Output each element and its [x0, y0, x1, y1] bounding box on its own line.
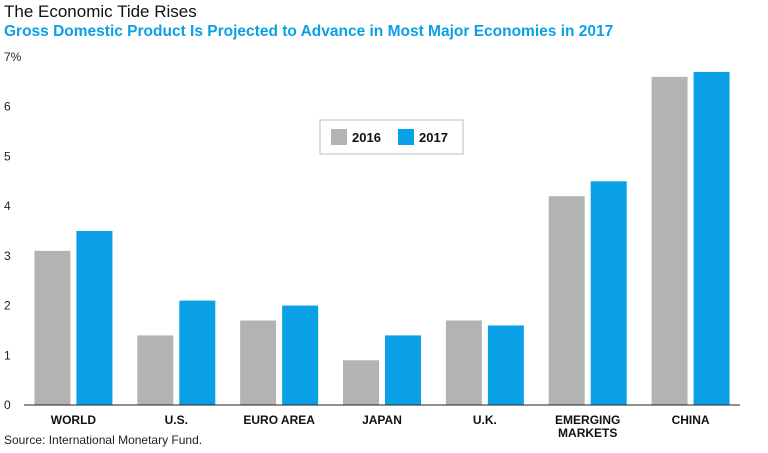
bar-2016-world [34, 250, 71, 405]
y-tick-label: 0 [4, 398, 11, 412]
bar-2017-china [693, 71, 730, 406]
y-axis: 0 1 2 3 4 5 6 7% [4, 50, 22, 412]
y-tick-label: 7% [4, 50, 22, 64]
bar-2016-china [651, 76, 688, 405]
bar-2016-u-s- [137, 335, 174, 405]
legend-swatch-2017 [398, 129, 414, 145]
y-tick-label: 3 [4, 249, 11, 263]
bar-2016-japan [343, 360, 379, 405]
bar-2016-emerging-markets [548, 196, 585, 405]
y-tick-label: 2 [4, 299, 11, 313]
bar-2017-world [76, 231, 113, 405]
bar-2016-euro-area [240, 320, 277, 405]
legend-label-2017: 2017 [419, 130, 448, 145]
bar-2017-u-k- [487, 325, 524, 405]
y-tick-label: 4 [4, 199, 11, 213]
x-tick-label: CHINA [672, 413, 710, 427]
bar-2017-u-s- [179, 300, 216, 405]
bar-2016-u-k- [445, 320, 482, 405]
bar-2017-emerging-markets [590, 181, 627, 405]
bars [34, 71, 730, 406]
y-tick-label: 5 [4, 149, 11, 163]
x-axis-labels: WORLD U.S. EURO AREA JAPAN U.K. EMERGINGMARKE… [51, 413, 710, 440]
chart-title: The Economic Tide Rises [4, 2, 197, 21]
x-tick-label: EURO AREA [243, 413, 315, 427]
x-tick-label: WORLD [51, 413, 97, 427]
legend: 2016 2017 [319, 119, 464, 155]
legend-swatch-2016 [331, 129, 347, 145]
x-tick-label: U.S. [165, 413, 188, 427]
x-tick-label: JAPAN [362, 413, 402, 427]
chart-subtitle: Gross Domestic Product Is Projected to A… [4, 23, 614, 40]
x-tick-label: MARKETS [558, 426, 617, 440]
bar-2017-euro-area [282, 305, 319, 405]
x-tick-label: U.K. [473, 413, 497, 427]
x-tick-label: EMERGING [555, 413, 620, 427]
source-note: Source: International Monetary Fund. [4, 433, 203, 447]
y-tick-label: 1 [4, 348, 11, 362]
y-tick-label: 6 [4, 100, 11, 114]
legend-label-2016: 2016 [352, 130, 381, 145]
bar-2017-japan [385, 335, 421, 405]
